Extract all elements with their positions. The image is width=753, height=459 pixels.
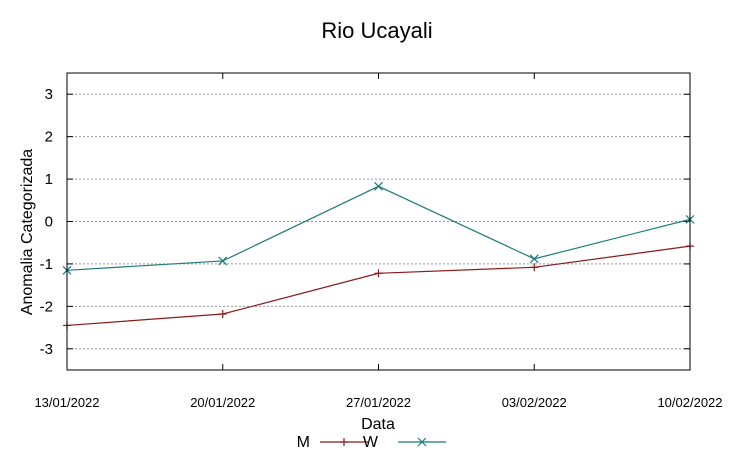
series-W xyxy=(62,181,695,275)
series-line xyxy=(66,185,691,271)
y-tick-label: 3 xyxy=(45,86,53,103)
x-axis-label: Data xyxy=(361,416,395,433)
x-tick-label: 13/01/2022 xyxy=(34,395,99,410)
x-tick-label: 27/01/2022 xyxy=(346,395,411,410)
y-tick-label: 2 xyxy=(45,129,53,146)
legend-marker xyxy=(417,437,427,447)
legend-label: M xyxy=(297,434,310,451)
grid-lines xyxy=(67,93,690,350)
x-tick-label: 03/02/2022 xyxy=(502,395,567,410)
y-tick-label: -1 xyxy=(40,256,53,273)
data-point xyxy=(374,181,383,191)
series-lines xyxy=(62,181,695,330)
x-tick-label: 20/01/2022 xyxy=(190,395,255,410)
y-tick-label: -3 xyxy=(40,341,53,358)
legend-item-M: M xyxy=(297,434,368,451)
data-point xyxy=(218,256,228,266)
y-tick-label: 1 xyxy=(45,171,53,188)
y-tick-label: -2 xyxy=(40,298,53,315)
plot-frame xyxy=(66,72,691,371)
series-M xyxy=(63,242,694,330)
y-axis-ticks: 3 2 1 0 -1 -2 -3 xyxy=(40,86,690,358)
x-tick-label: 10/02/2022 xyxy=(657,395,722,410)
legend-item-W: W xyxy=(363,434,446,451)
data-point xyxy=(529,254,539,264)
legend-label: W xyxy=(363,434,379,451)
x-axis-ticks: 13/01/2022 20/01/2022 27/01/2022 03/02/2022… xyxy=(34,73,723,410)
y-axis-label: Anomalia Categorizada xyxy=(19,149,36,315)
y-tick-label: 0 xyxy=(45,214,53,231)
chart-title: Rio Ucayali xyxy=(321,18,432,43)
series-line xyxy=(66,245,691,327)
